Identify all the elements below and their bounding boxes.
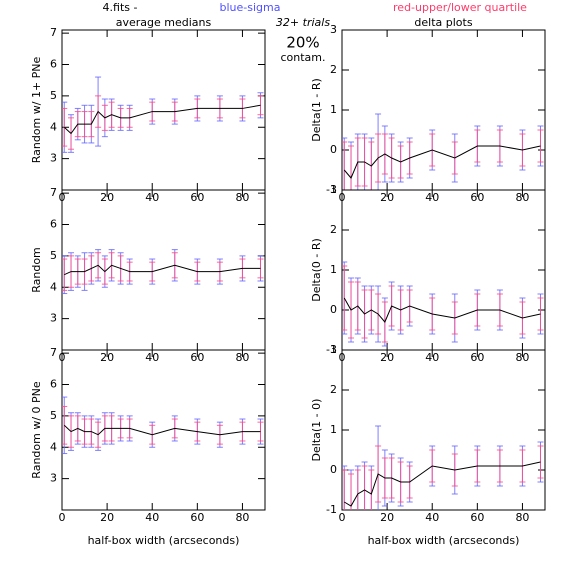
x-tick-label: 80 <box>515 351 529 364</box>
y-tick-label: 6 <box>50 218 57 231</box>
y-tick-label: 7 <box>50 346 57 359</box>
panel-title: average medians <box>116 16 212 29</box>
median-line <box>343 145 541 179</box>
x-tick-label: 40 <box>145 191 159 204</box>
median-line <box>64 264 261 276</box>
y-tick-label: 6 <box>50 58 57 71</box>
y-tick-label: -1 <box>326 183 337 196</box>
y-tick-label: 5 <box>50 249 57 262</box>
y-axis-label: Random <box>30 247 43 293</box>
y-tick-label: 3 <box>50 312 57 325</box>
median-line <box>344 461 541 507</box>
red-note: red-upper/lower quartile <box>393 1 527 14</box>
y-tick-label: 1 <box>330 103 337 116</box>
x-tick-label: 80 <box>515 191 529 204</box>
y-tick-label: 0 <box>330 143 337 156</box>
x-tick-label: 20 <box>100 511 114 524</box>
x-tick-label: 60 <box>190 191 204 204</box>
y-tick-label: 5 <box>50 409 57 422</box>
y-tick-label: 4 <box>50 280 57 293</box>
y-tick-label: 4 <box>50 120 57 133</box>
y-axis-label: Delta(1 - R) <box>310 78 323 142</box>
y-tick-label: 7 <box>50 26 57 39</box>
y-tick-label: 3 <box>330 343 337 356</box>
median-line <box>63 424 261 436</box>
quartile-error-bar <box>62 107 68 147</box>
y-tick-label: 5 <box>50 89 57 102</box>
contam-label: contam. <box>280 51 325 64</box>
x-tick-label: 20 <box>380 191 394 204</box>
x-tick-label: 40 <box>145 511 159 524</box>
y-tick-label: 2 <box>330 63 337 76</box>
blue-note: blue-sigma <box>220 1 281 14</box>
y-tick-label: 2 <box>330 383 337 396</box>
y-tick-label: 1 <box>330 423 337 436</box>
plot-frame <box>341 189 546 351</box>
y-axis-label: Delta(1 - 0) <box>310 399 323 462</box>
y-tick-label: 1 <box>330 263 337 276</box>
x-tick-label: 60 <box>190 511 204 524</box>
x-tick-label: 0 <box>339 511 346 524</box>
plot-frame <box>341 29 546 191</box>
y-tick-label: 0 <box>330 463 337 476</box>
y-tick-label: 0 <box>330 303 337 316</box>
panel-title: delta plots <box>414 16 472 29</box>
y-tick-label: 2 <box>330 223 337 236</box>
y-axis-label: Delta(0 - R) <box>310 238 323 302</box>
trials-label: 32+ trials <box>276 16 330 29</box>
x-tick-label: 80 <box>235 351 249 364</box>
median-line <box>63 104 261 135</box>
y-axis-label: Random w/ 1+ PNe <box>30 56 43 163</box>
plot-area <box>342 261 544 347</box>
y-tick-label: 3 <box>330 23 337 36</box>
contam-value: 20% <box>286 34 319 52</box>
x-tick-label: 80 <box>235 191 249 204</box>
y-tick-label: 3 <box>50 152 57 165</box>
plot-area <box>62 396 264 455</box>
x-tick-label: 60 <box>470 351 484 364</box>
x-tick-label: 20 <box>380 511 394 524</box>
y-tick-label: 3 <box>50 472 57 485</box>
y-tick-label: 7 <box>50 186 57 199</box>
plot-frame <box>61 349 266 511</box>
plot-area <box>342 113 544 190</box>
file-label: 4.fits - <box>103 1 138 14</box>
x-axis-label: half-box width (arcseconds) <box>88 534 240 547</box>
x-axis-label: half-box width (arcseconds) <box>368 534 520 547</box>
x-tick-label: 20 <box>100 351 114 364</box>
y-tick-label: -1 <box>326 503 337 516</box>
plot-frame <box>341 349 546 511</box>
plot-area <box>62 76 264 153</box>
x-tick-label: 80 <box>235 511 249 524</box>
plot-area <box>62 249 264 295</box>
x-tick-label: 80 <box>515 511 529 524</box>
x-tick-label: 20 <box>100 191 114 204</box>
plot-frame <box>61 29 266 191</box>
x-tick-label: 40 <box>425 351 439 364</box>
plot-area <box>342 425 544 510</box>
x-tick-label: 40 <box>425 511 439 524</box>
y-tick-label: -1 <box>326 343 337 356</box>
median-line <box>343 297 541 323</box>
x-tick-label: 0 <box>59 511 66 524</box>
x-tick-label: 60 <box>470 191 484 204</box>
x-tick-label: 60 <box>470 511 484 524</box>
y-tick-label: 6 <box>50 378 57 391</box>
y-axis-label: Random w/ 0 PNe <box>30 381 43 479</box>
y-tick-label: 3 <box>330 183 337 196</box>
y-tick-label: 4 <box>50 440 57 453</box>
x-tick-label: 40 <box>425 191 439 204</box>
x-tick-label: 20 <box>380 351 394 364</box>
quartile-error-bar <box>257 95 264 116</box>
x-tick-label: 60 <box>190 351 204 364</box>
x-tick-label: 40 <box>145 351 159 364</box>
